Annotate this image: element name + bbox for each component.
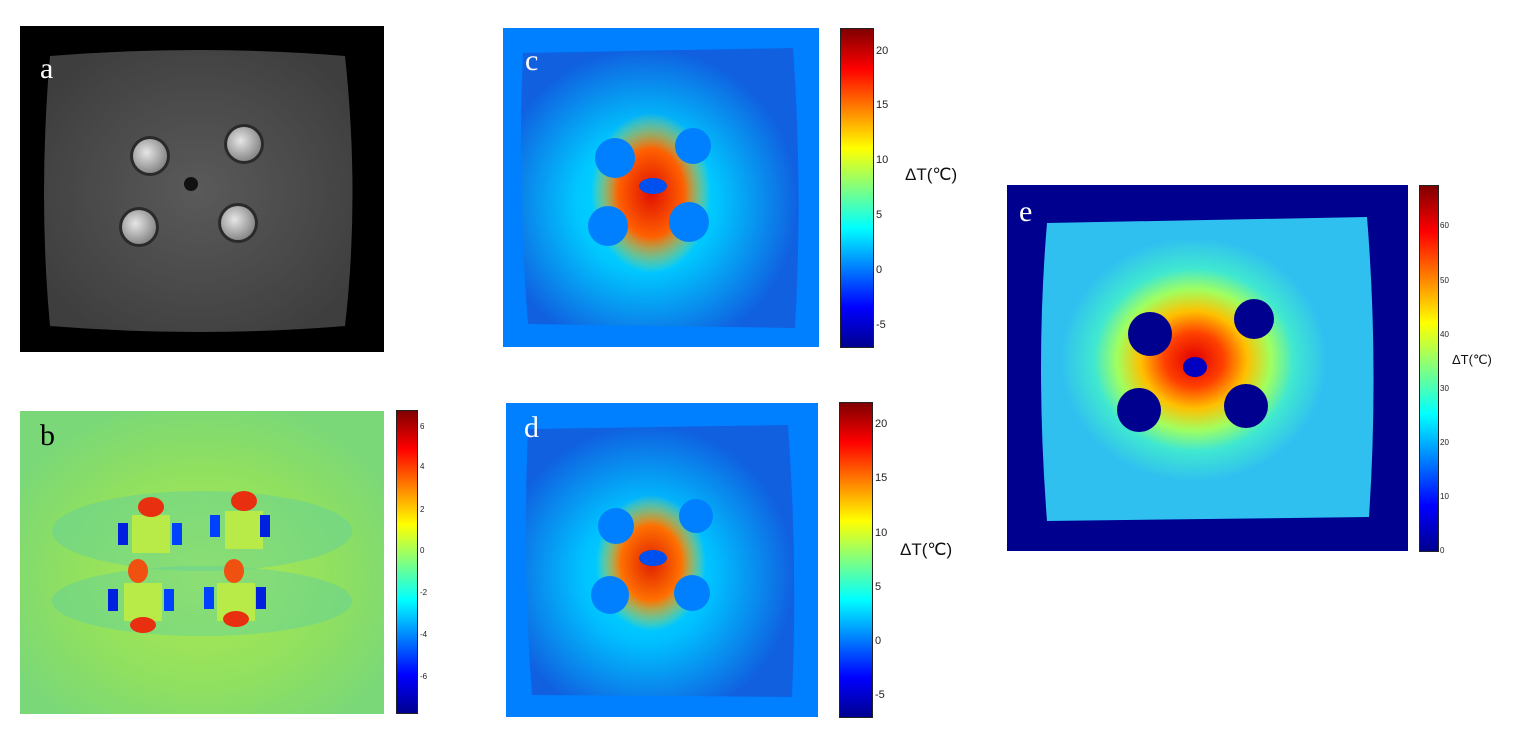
- panel-label: c: [525, 44, 539, 77]
- temperature-map-c: [520, 48, 799, 328]
- colorbar-tick: 50: [1440, 276, 1449, 285]
- colorbar-tick: 20: [1440, 438, 1449, 447]
- colorbar-tick: 6: [420, 422, 425, 431]
- colorbar-unit-label: ΔT(℃): [1452, 352, 1492, 367]
- colorbar-unit-label: ΔT(℃): [905, 165, 958, 184]
- colorbar-tick: -4: [420, 630, 428, 639]
- panel-a-magnitude-image: a: [20, 26, 384, 352]
- colorbar-tick: 2: [420, 505, 425, 514]
- colorbar-tick: 10: [876, 154, 889, 166]
- colorbar-tick: -5: [876, 319, 886, 331]
- colorbar-d: [839, 402, 873, 718]
- panel-c-temperature-map: c: [503, 28, 819, 347]
- field-perturbation-map: [20, 411, 384, 714]
- colorbar-tick: 40: [1440, 330, 1449, 339]
- colorbar-unit-label: ΔT(℃): [900, 540, 953, 559]
- colorbar-c: [840, 28, 874, 348]
- colorbar-tick: 0: [875, 635, 882, 647]
- temperature-map-d: [525, 425, 795, 697]
- panel-b-field-map: b: [20, 411, 384, 714]
- colorbar-tick: 10: [1440, 492, 1449, 501]
- colorbar-tick: 30: [1440, 384, 1449, 393]
- colorbar-tick: 15: [876, 99, 889, 111]
- colorbar-tick: 0: [420, 546, 425, 555]
- colorbar-tick: -5: [875, 689, 885, 701]
- panel-label: b: [40, 419, 55, 452]
- colorbar-tick: 0: [876, 264, 883, 276]
- phantom-magnitude: [44, 50, 353, 332]
- panel-label: a: [40, 52, 54, 85]
- colorbar-e: [1419, 185, 1439, 552]
- panel-label: e: [1019, 195, 1033, 228]
- panel-e-simulated-temperature-map: e: [1007, 185, 1408, 551]
- temperature-map-e: [1041, 217, 1374, 521]
- colorbar-tick: 10: [875, 527, 888, 539]
- colorbar-b: [396, 410, 418, 714]
- colorbar-tick: 15: [875, 472, 888, 484]
- colorbar-tick: 20: [875, 418, 888, 430]
- panel-d-temperature-map: d: [506, 403, 818, 717]
- colorbar-tick: 5: [875, 581, 882, 593]
- colorbar-tick: 0: [1440, 546, 1445, 555]
- panel-label: d: [524, 411, 539, 444]
- colorbar-tick: -2: [420, 588, 428, 597]
- colorbar-tick: 5: [876, 209, 883, 221]
- colorbar-tick: -6: [420, 672, 428, 681]
- colorbar-tick: 20: [876, 45, 889, 57]
- colorbar-tick: 4: [420, 462, 425, 471]
- colorbar-tick: 60: [1440, 221, 1449, 230]
